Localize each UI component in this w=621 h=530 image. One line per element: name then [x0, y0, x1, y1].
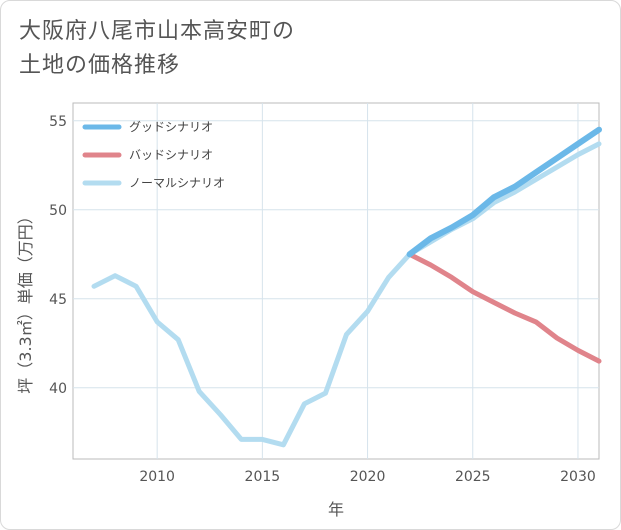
x-tick-label-2015: 2015 — [245, 469, 281, 485]
chart-title-line-1: 大阪府八尾市山本高安町の — [19, 19, 296, 44]
legend-label-good: グッドシナリオ — [129, 120, 213, 134]
y-tick-label-40: 40 — [49, 381, 67, 397]
chart-title: 大阪府八尾市山本高安町の 土地の価格推移 — [19, 15, 295, 83]
legend: グッドシナリオ バッドシナリオ ノーマルシナリオ — [82, 120, 225, 190]
legend-label-bad: バッドシナリオ — [129, 148, 213, 162]
y-tick-labels: 40 45 50 55 — [49, 114, 67, 397]
series-lines — [91, 126, 602, 448]
y-tick-label-55: 55 — [49, 114, 67, 130]
x-tick-label-2010: 2010 — [139, 469, 175, 485]
y-tick-label-50: 50 — [49, 203, 67, 219]
y-gridlines — [73, 120, 599, 389]
series-line-good — [406, 126, 602, 258]
plot-area — [72, 102, 600, 460]
x-tick-label-2020: 2020 — [350, 469, 386, 485]
y-axis-title: 坪（3.3㎡）単価（万円） — [16, 208, 35, 393]
chart-title-line-2: 土地の価格推移 — [19, 53, 181, 78]
x-tick-label-2025: 2025 — [455, 469, 491, 485]
x-tick-label-2030: 2030 — [560, 469, 596, 485]
x-axis-title: 年 — [328, 500, 344, 519]
series-line-normal — [91, 141, 602, 448]
y-tick-label-45: 45 — [49, 292, 67, 308]
series-line-bad — [407, 251, 602, 364]
x-gridlines — [156, 103, 579, 459]
legend-label-normal: ノーマルシナリオ — [129, 176, 225, 190]
x-tick-labels: 2010 2015 2020 2025 2030 — [139, 469, 595, 485]
